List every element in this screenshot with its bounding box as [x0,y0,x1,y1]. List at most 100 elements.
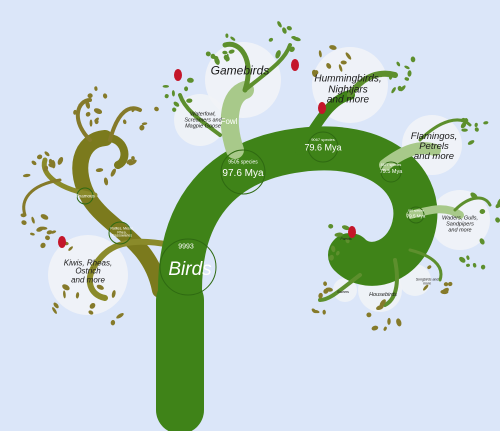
leaf [89,302,96,309]
kiwis-label[interactable]: Kiwis, Rheas, Ostrich and more [63,258,113,285]
leaf [40,214,49,220]
right2-node[interactable] [407,206,425,224]
housebirds-label[interactable]: Housebirds [369,292,397,299]
leaf [36,226,44,232]
upper-node-species: 9067 species [311,136,335,142]
leaf [95,168,104,173]
leaf [483,121,489,125]
parrots-label[interactable]: Parrots [340,237,352,242]
hummingbirds-label[interactable]: Hummingbirds, Nightjars and more [314,73,382,106]
right1-node-age: 79.5 Mya [379,169,403,176]
leaf [89,119,93,127]
leaf [443,282,449,287]
gamebirds-label[interactable]: Gamebirds [210,63,270,78]
leaf [396,318,402,327]
leaf [186,98,193,103]
leaf [479,238,485,245]
tinamou-node[interactable] [76,187,94,205]
right1-node[interactable] [380,161,402,183]
right2-node-age: 79.5 Mya [406,213,426,219]
leaf [75,292,80,299]
node-circles [76,131,425,296]
flamingos-label[interactable]: Flamingos, Petrels and more [410,131,458,162]
red-leaf [291,59,299,71]
leaf [313,70,319,75]
leaf [31,160,37,166]
leaf [289,46,295,53]
ratites-label: Ratites, Mesor, Rhea, Cassowaries [110,226,134,238]
leaf [334,232,344,237]
leaf [461,128,468,132]
leaf [459,256,466,263]
red-leaf [58,236,66,248]
right2-node-species: 850 species [407,208,425,213]
leaf [326,63,332,69]
leaf [383,326,387,331]
leaf [338,64,343,72]
leaf [131,156,135,161]
leaf [45,235,50,241]
leaf [427,265,432,270]
leaf [187,77,194,83]
leaf [480,264,486,270]
leaf [328,223,334,229]
leaf [173,101,180,107]
leaf [329,45,337,50]
upper-node[interactable] [307,131,339,163]
leaf [460,122,467,129]
leaf [329,254,334,261]
fowl-label: Fowl [220,116,238,126]
leaf [387,317,391,325]
red-leaf [348,226,356,238]
leaf [30,232,35,236]
main-node-age: 97.6 Mya [222,167,264,179]
leaf [312,309,320,314]
leaf [62,284,70,291]
leaf [291,35,297,40]
leaf [396,61,401,67]
red-leaf [318,102,326,114]
leaf [474,122,478,127]
leaf [210,53,216,59]
waders-label[interactable]: Waders, Gulls, Sandpipers and more [442,215,478,233]
leaf [282,27,287,34]
leaf [378,72,383,78]
leaf [423,284,429,291]
leaf [116,313,124,319]
leaf [322,309,326,315]
swans-label[interactable]: Swans [336,288,350,294]
waders-bubble[interactable] [430,190,490,250]
songbirds-label[interactable]: Songbirds and more [415,277,439,285]
leaf [31,216,35,224]
leaf [87,93,93,99]
leaf [474,127,479,132]
leaves [20,21,500,331]
leaf [141,122,148,126]
gamebirds-bubble[interactable] [205,42,281,118]
leaf [139,124,145,131]
leaf [286,25,292,31]
leaf [111,290,116,298]
leaf [205,51,211,57]
leaf [110,168,116,177]
root-node[interactable] [159,238,217,296]
root-species-count: 9993 [178,243,194,251]
leaf [162,85,169,88]
palaeo-node[interactable] [108,221,132,245]
leaf [172,107,177,112]
leaf [46,230,53,235]
waterfowl-label[interactable]: Waterfowl, Screamers and Magpie Goose [184,111,222,129]
leaf [73,109,77,115]
leaf [128,159,137,166]
leaf [94,86,98,91]
main-node-species: 9505 species [228,159,258,166]
leaf [94,117,99,122]
tinamous-label: Tinamous [75,193,95,199]
leaf [391,87,396,94]
leaf [85,111,91,117]
leaf [345,238,350,244]
root-label[interactable]: Birds [168,259,212,281]
leaf [93,108,103,114]
leaf [400,85,406,92]
main-node[interactable] [220,149,266,195]
